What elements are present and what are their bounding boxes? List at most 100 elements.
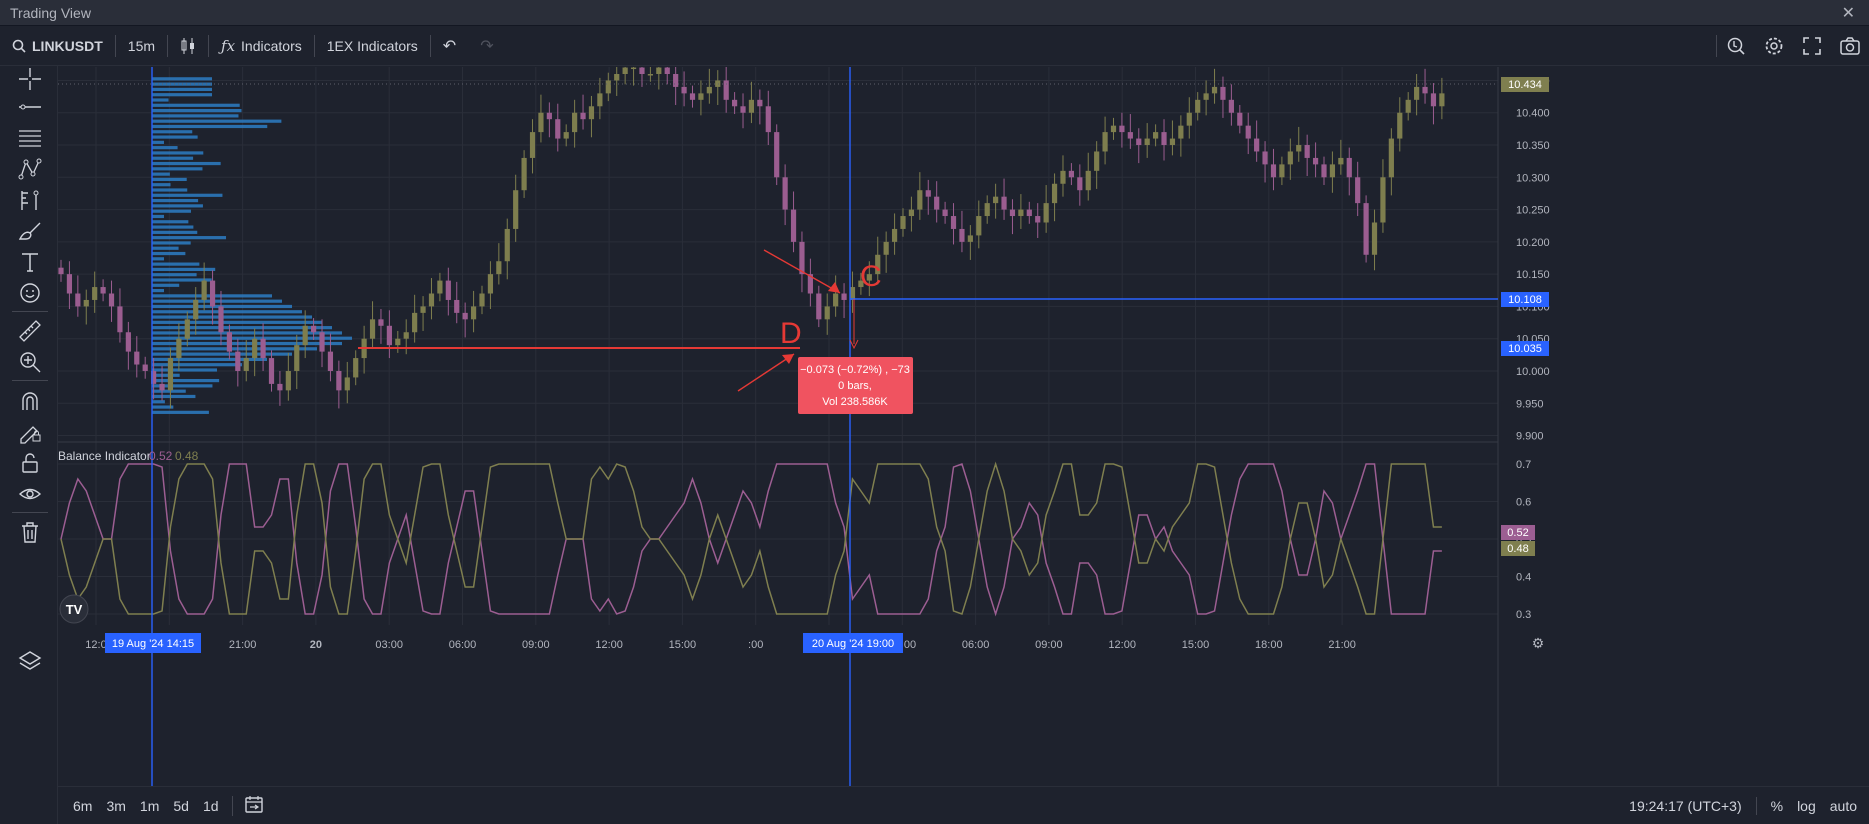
object-tree-button[interactable] [17, 648, 43, 674]
volume-profile-bar [152, 183, 171, 187]
candle-body [900, 216, 906, 229]
candle-body [193, 299, 199, 320]
trend-line-icon [19, 104, 41, 110]
settings-button[interactable] [1755, 36, 1793, 56]
candle-body [1026, 209, 1032, 217]
chart-type-button[interactable] [168, 33, 208, 59]
measure-tooltip [798, 357, 913, 414]
annotation-arrow-c [763, 249, 841, 294]
candle-body [1363, 203, 1369, 255]
candle-body [176, 338, 182, 359]
timeframe-button-1m[interactable]: 1m [139, 797, 160, 814]
tradingview-logo[interactable] [59, 594, 89, 624]
candle-body [184, 319, 190, 339]
candle-body [816, 293, 822, 320]
candle-body [151, 370, 157, 384]
toolbar-divider [12, 311, 48, 312]
volume-profile-bar [152, 341, 342, 346]
settings-icon [1765, 37, 1783, 55]
price-tick: 9.950 [1516, 398, 1544, 410]
candle-body [209, 280, 216, 307]
pattern-icon [18, 158, 42, 180]
last-price-label: 10.434 [1508, 79, 1542, 91]
timeframe-button-6m[interactable]: 6m [73, 797, 93, 814]
indicator-name[interactable]: Balance Indicator [58, 449, 151, 463]
time-cursor-label-right: 20 Aug '24 19:00 [812, 638, 894, 650]
indicators-button[interactable]: ƒx Indicators [209, 33, 314, 59]
volume-profile [152, 77, 352, 414]
candle-body [454, 299, 460, 313]
timeframe-button-3m[interactable]: 3m [106, 797, 126, 814]
date-range-button[interactable] [239, 795, 269, 816]
close-icon[interactable]: ✕ [1841, 5, 1855, 22]
candle-body [563, 132, 569, 139]
log-toggle[interactable]: log [1797, 797, 1816, 814]
candle-body [891, 228, 898, 242]
candle-body [403, 332, 409, 339]
unlock-tool[interactable] [17, 450, 43, 476]
redo-button[interactable]: ↷ [468, 33, 505, 59]
brush-tool[interactable] [17, 218, 43, 244]
bottom-toolbar: 6m 3m 1m 5d 1d 19:24:17 (UTC+3) % log auto [58, 786, 1869, 824]
candle-body [252, 338, 258, 359]
measure-price-badge [1501, 341, 1549, 356]
price-tick: 10.150 [1516, 269, 1550, 281]
candle-body [774, 132, 780, 178]
zoom-in-icon [20, 352, 41, 373]
magnet-tool[interactable] [17, 388, 43, 414]
measure-tooltip-volume: Vol 238.586K [822, 396, 888, 408]
timeframe-button-5d[interactable]: 5d [173, 797, 189, 814]
candle-body [824, 306, 830, 320]
candle-body [1439, 93, 1445, 107]
pattern-tool[interactable] [17, 156, 43, 182]
fullscreen-button[interactable] [1793, 37, 1831, 55]
percent-toggle[interactable]: % [1770, 797, 1784, 814]
crosshair-tool[interactable] [17, 66, 43, 92]
snapshot-button[interactable] [1831, 37, 1869, 55]
timeframe-button-1d[interactable]: 1d [202, 797, 219, 814]
indicator-tick: 0.6 [1516, 497, 1531, 509]
undo-icon: ↶ [442, 37, 457, 55]
remove-drawings-tool[interactable] [17, 519, 43, 545]
lock-drawing-tool[interactable] [17, 419, 43, 445]
undo-button[interactable]: ↶ [431, 33, 468, 59]
axis-settings-icon[interactable]: ⚙ [1532, 635, 1545, 651]
crosshair-icon [19, 68, 41, 90]
custom-indicators-button[interactable]: 1EX Indicators [315, 33, 430, 59]
candle-body [639, 67, 645, 74]
annotation-arrowhead-c [828, 282, 840, 293]
time-axis[interactable]: 12:0 18:00 21:00 20 03:00 06:00 09:00 12:00 15:0… [85, 639, 1356, 651]
visibility-tool[interactable] [17, 481, 43, 507]
indicator-badge-a [1501, 525, 1535, 540]
candle-body [1211, 86, 1218, 94]
time-tick: 06:00 [962, 639, 990, 651]
window-title: Trading View [10, 4, 91, 21]
candle-body [875, 254, 881, 275]
volume-profile-bar [152, 262, 200, 266]
zoom-in-tool[interactable] [17, 349, 43, 375]
text-tool[interactable] [17, 249, 43, 275]
search-icon [12, 39, 26, 53]
annotation-label-c: C [860, 260, 882, 293]
trend-line-tool[interactable] [17, 94, 43, 120]
chart-svg[interactable]: C D −0.073 (−0.72%) , −73 0 bars, Vol 23… [44, 49, 1869, 786]
interval-button[interactable]: 15m [116, 33, 167, 59]
clock-label[interactable]: 19:24:17 (UTC+3) [1629, 797, 1742, 814]
price-axis[interactable]: 10.45010.40010.35010.30010.25010.20010.1… [1516, 75, 1550, 442]
symbol-search-button[interactable]: LINKUSDT [12, 33, 115, 59]
candle-body [1296, 145, 1302, 152]
projection-tool[interactable] [17, 187, 43, 213]
candle-body [134, 351, 140, 365]
replay-button[interactable] [1717, 36, 1755, 56]
candle-body [984, 203, 990, 217]
candle-body [83, 299, 89, 307]
volume-profile-bar [152, 278, 212, 282]
chart-area[interactable]: C D −0.073 (−0.72%) , −73 0 bars, Vol 23… [44, 49, 1869, 824]
volume-profile-bar [152, 167, 203, 171]
emoji-tool[interactable] [17, 280, 43, 306]
auto-toggle[interactable]: auto [1829, 797, 1857, 814]
volume-profile-bar [152, 336, 352, 340]
ruler-tool[interactable] [17, 318, 43, 344]
volume-profile-bar [152, 188, 188, 192]
horizontal-lines-tool[interactable] [17, 125, 43, 151]
